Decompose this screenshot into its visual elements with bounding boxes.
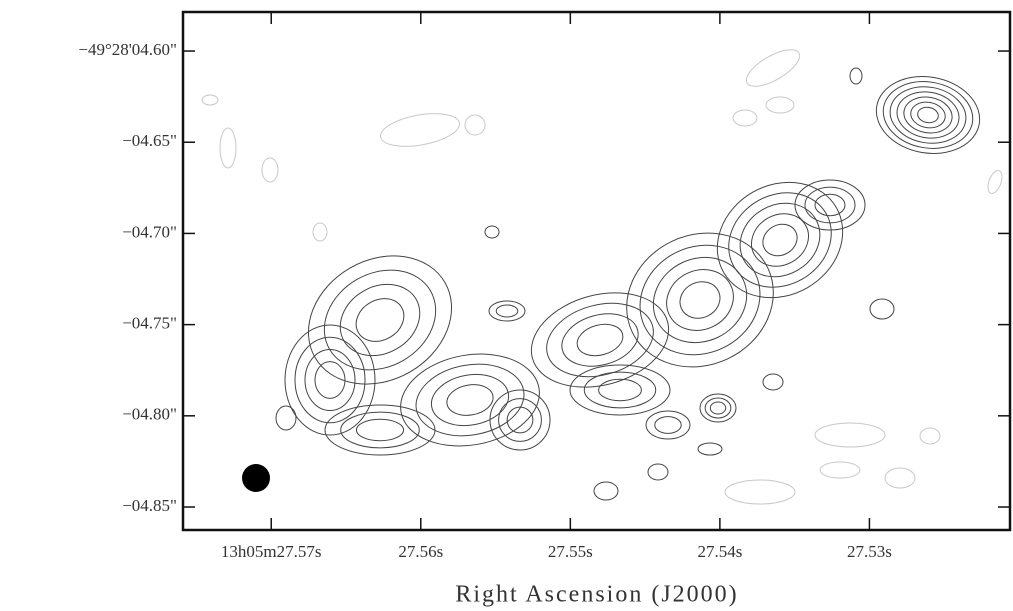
x-tick-label: 13h05m27.57s (221, 542, 322, 561)
x-axis-title: Right Ascension (J2000) (455, 582, 738, 608)
chart: Right Ascension (J2000) −49°28'04.60" −04… (0, 0, 1013, 611)
x-tick-label: 27.54s (697, 542, 742, 561)
y-tick-label: −04.80" (122, 405, 177, 424)
contour (741, 43, 805, 94)
contour (820, 462, 860, 478)
contour (285, 325, 375, 435)
contour (985, 169, 1004, 196)
contour (305, 349, 355, 410)
contour (698, 443, 722, 455)
contour (920, 428, 940, 444)
contour (220, 128, 236, 168)
contour (674, 275, 726, 324)
contour (276, 406, 296, 430)
contour (327, 270, 433, 369)
contour (313, 223, 327, 241)
contour (499, 399, 542, 442)
contour (556, 306, 644, 374)
contour (725, 480, 795, 504)
contour (727, 189, 834, 291)
x-tick-label: 27.53s (847, 542, 892, 561)
contour (742, 204, 818, 277)
contour (646, 411, 690, 439)
contour (696, 160, 864, 320)
contour (886, 81, 971, 149)
contour (870, 299, 894, 319)
contour (766, 97, 794, 113)
x-tick-label: 27.55s (548, 542, 593, 561)
contour (885, 468, 915, 488)
x-tick-label: 27.56s (398, 542, 443, 561)
contour (262, 158, 278, 182)
contour (584, 372, 655, 408)
contour (306, 250, 454, 389)
contour (648, 464, 668, 480)
y-tick-label: −04.70" (122, 222, 177, 241)
contour (444, 381, 495, 419)
contour (496, 305, 518, 317)
contour (427, 369, 512, 432)
contour (489, 301, 525, 321)
contour (639, 242, 760, 357)
contour (485, 226, 499, 238)
contour (710, 402, 725, 414)
contour (901, 93, 955, 136)
contour (574, 319, 627, 360)
contour (850, 68, 862, 84)
contour (705, 398, 731, 418)
contour (315, 362, 345, 399)
contour (599, 379, 642, 400)
contour (507, 407, 533, 433)
contour (594, 482, 618, 500)
contour (378, 108, 462, 151)
y-tick-label: −04.75" (122, 314, 177, 333)
contour (733, 110, 757, 126)
beam (242, 464, 270, 492)
y-tick-label: −49°28'04.60" (78, 40, 177, 59)
contour (202, 95, 218, 105)
contour (909, 100, 948, 131)
contour (916, 106, 939, 125)
contour (815, 423, 885, 447)
contour (870, 69, 986, 162)
contour (521, 278, 680, 401)
y-tick-label: −04.85" (122, 496, 177, 515)
contour (538, 292, 661, 388)
contour (805, 187, 855, 223)
contour (757, 218, 803, 262)
contour (655, 417, 681, 434)
contour (356, 419, 403, 440)
contour (465, 115, 485, 135)
contours (202, 43, 1005, 504)
contour (348, 290, 411, 350)
contour (341, 412, 420, 448)
contour (763, 374, 783, 390)
y-tick-label: −04.65" (122, 131, 177, 150)
